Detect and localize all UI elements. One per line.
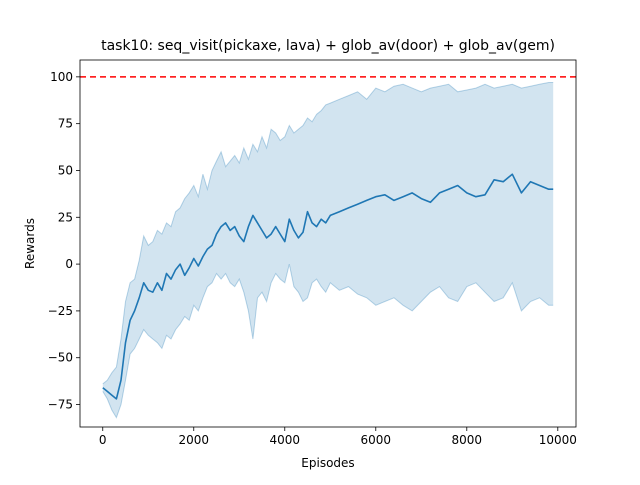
x-tick-label: 6000 — [361, 433, 392, 447]
y-tick-label: −25 — [48, 304, 73, 318]
x-tick-label: 4000 — [269, 433, 300, 447]
y-tick-label: 50 — [58, 163, 73, 177]
y-axis-label: Rewards — [23, 218, 37, 269]
chart-title: task10: seq_visit(pickaxe, lava) + glob_… — [101, 38, 555, 54]
x-tick-label: 0 — [99, 433, 107, 447]
y-tick-label: 75 — [58, 117, 73, 131]
y-tick-label: 25 — [58, 210, 73, 224]
y-tick-label: −50 — [48, 351, 73, 365]
y-tick-label: −75 — [48, 398, 73, 412]
plot-layer — [80, 76, 576, 419]
band-lower-edge — [102, 263, 554, 419]
x-tick-label: 8000 — [452, 433, 483, 447]
ticks-layer: 0 2000 4000 6000 8000 10000 −75 −50 −25 0 25 50 75 10… — [48, 70, 577, 447]
axes-frame — [79, 59, 577, 428]
x-tick-label: 2000 — [178, 433, 209, 447]
band-upper-edge — [102, 82, 554, 385]
x-axis-label: Episodes — [301, 456, 354, 470]
y-tick-label: 100 — [50, 70, 73, 84]
confidence-band — [102, 82, 554, 418]
mean-reward-line — [102, 173, 554, 400]
y-tick-label: 0 — [65, 257, 73, 271]
x-tick-label: 10000 — [539, 433, 577, 447]
